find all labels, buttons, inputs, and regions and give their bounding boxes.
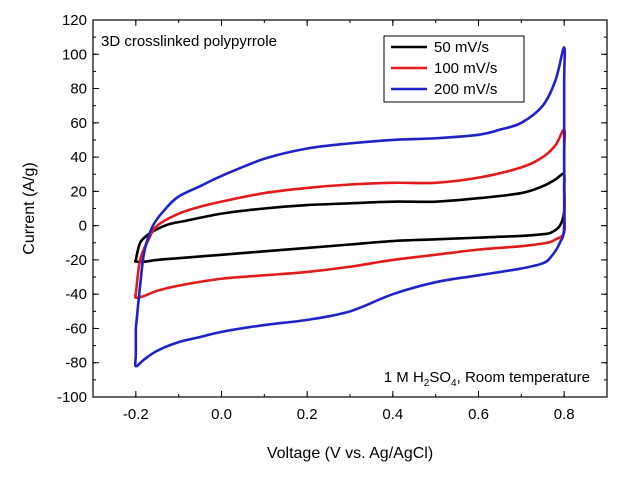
electrolyte-suffix: , Room temperature [457,369,590,386]
y-tick-label: -80 [65,355,87,372]
x-axis-title: Voltage (V vs. Ag/AgCl) [267,445,433,462]
y-tick-label: -100 [57,389,87,406]
ticks-layer: -0.2 0.0 0.2 0.4 0.6 0.8 -100 -80 -60 -40 -20 0 20 40… [57,12,608,423]
y-tick-label: 60 [70,115,87,132]
x-tick-label: 0.6 [468,406,489,423]
sample-annotation: 3D crosslinked polypyrrole [101,33,277,50]
electrolyte-sub-2: 4 [451,378,457,389]
electrolyte-sub-1: 2 [424,378,430,389]
y-tick-label: -40 [65,286,87,303]
legend-label-0: 50 mV/s [434,39,489,56]
x-tick-label: 0.8 [554,406,575,423]
y-tick-label: 100 [62,46,87,63]
x-tick-label: 0.4 [382,406,403,423]
x-tick-label: 0.0 [211,406,232,423]
electrolyte-mid: SO [429,369,451,386]
electrolyte-annotation: 1 M H2SO4, Room temperature [384,369,590,389]
y-tick-label: 80 [70,81,87,98]
series-layer [133,46,567,368]
x-tick-label: 0.2 [297,406,318,423]
y-tick-label: -20 [65,252,87,269]
plot-frame [92,19,608,398]
y-tick-label: 120 [62,12,87,29]
y-tick-label: 0 [79,218,87,235]
legend-label-1: 100 mV/s [434,60,497,77]
y-tick-label: 20 [70,183,87,200]
x-tick-label: -0.2 [123,406,149,423]
legend-label-2: 200 mV/s [434,81,497,98]
y-tick-label: 40 [70,149,87,166]
legend: 50 mV/s 100 mV/s 200 mV/s [383,35,525,103]
series-line-2 [133,46,567,368]
y-axis-title: Current (A/g) [21,162,38,254]
y-tick-label: -60 [65,320,87,337]
electrolyte-prefix: 1 M H [384,369,424,386]
